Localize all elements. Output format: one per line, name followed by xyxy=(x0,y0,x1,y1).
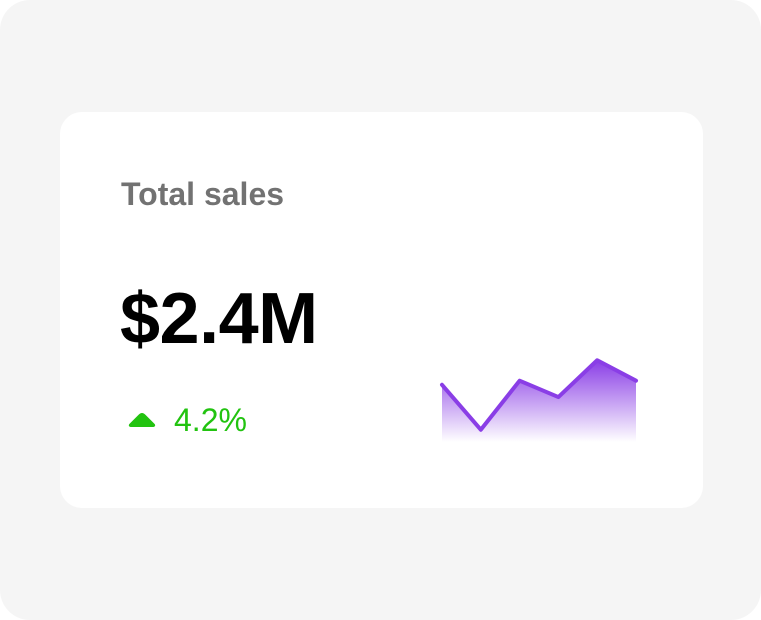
total-sales-card: Total sales $2.4M 4.2% xyxy=(60,112,703,508)
sparkline-line xyxy=(440,358,638,432)
sales-sparkline xyxy=(440,358,638,442)
card-title: Total sales xyxy=(121,176,285,212)
sales-change-value: 4.2% xyxy=(174,402,247,438)
sparkline-area xyxy=(442,360,636,442)
triangle-up-icon xyxy=(128,413,156,427)
sales-value: $2.4M xyxy=(120,279,318,359)
sales-change: 4.2% xyxy=(128,400,247,440)
